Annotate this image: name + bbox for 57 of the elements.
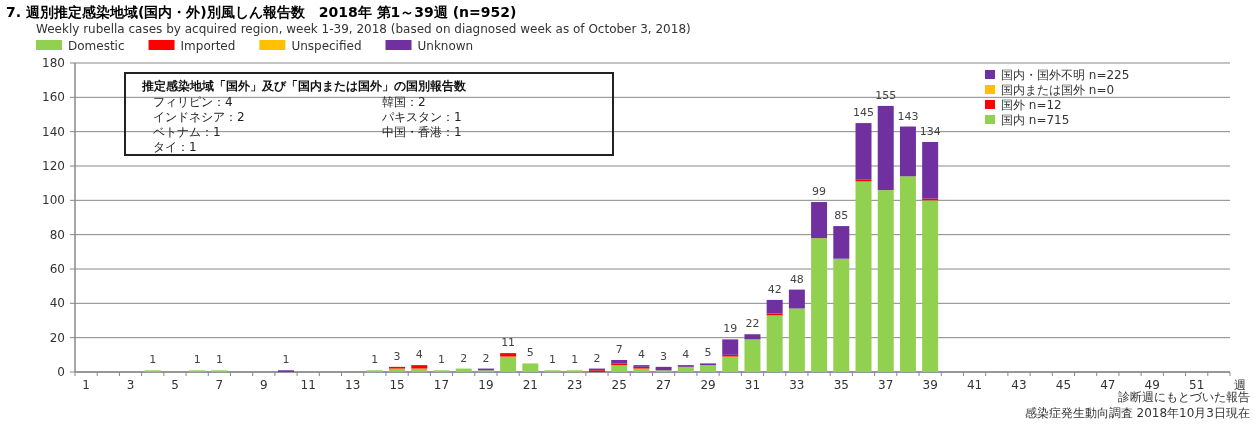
text: パキスタン：1 xyxy=(382,110,462,124)
text: 60 xyxy=(49,262,65,276)
bar xyxy=(766,299,783,314)
bar xyxy=(877,190,894,372)
text: 国内または国外 n=0 xyxy=(1001,83,1115,97)
text: 20 xyxy=(49,330,65,345)
text: 週 xyxy=(1234,378,1246,392)
text: 7. 週別推定感染地域(国内・外)別風しん報告数 2018年 第1～39週 (n=952) xyxy=(6,4,517,20)
bar xyxy=(922,141,939,199)
bar xyxy=(922,200,939,372)
text: 100 xyxy=(42,193,65,208)
bar xyxy=(855,181,872,372)
bar xyxy=(611,365,628,372)
bar xyxy=(788,308,805,372)
text: 140 xyxy=(42,124,65,139)
bar xyxy=(811,238,828,372)
bar xyxy=(744,339,761,372)
bar xyxy=(788,289,805,309)
text: 180 xyxy=(42,56,65,70)
text: ベトナム：1 xyxy=(153,125,221,139)
text: 感染症発生動向調査 2018年10月3日現在 xyxy=(1024,406,1250,420)
bar xyxy=(833,258,850,372)
text: タイ：1 xyxy=(153,140,197,154)
text: 韓国：2 xyxy=(382,95,426,109)
text: Domestic xyxy=(68,39,125,53)
text: フィリピン：4 xyxy=(153,95,233,109)
text: Imported xyxy=(180,39,236,53)
text: 診断週にもとづいた報告 xyxy=(1118,390,1250,404)
bar xyxy=(877,105,894,191)
bar xyxy=(500,356,517,372)
bar xyxy=(833,226,850,259)
bar xyxy=(766,315,783,372)
bar xyxy=(899,126,916,177)
text: 国内 n=715 xyxy=(1001,113,1070,127)
bar xyxy=(700,365,717,372)
bar xyxy=(855,123,872,180)
text: 40 xyxy=(49,296,65,311)
text: インドネシア：2 xyxy=(153,110,245,124)
bar xyxy=(744,334,761,340)
bar xyxy=(722,339,739,355)
text: 160 xyxy=(42,90,65,105)
text: 0 xyxy=(57,365,65,379)
text: 80 xyxy=(49,227,65,242)
bar xyxy=(677,366,694,372)
text: Unknown xyxy=(417,39,474,53)
text: 国内・国外不明 n=225 xyxy=(1001,68,1130,82)
bar xyxy=(899,176,916,372)
text: Weekly rubella cases by acquired region, week 1-39, 2018 (based on diagnosed week as of October 3, 2018) xyxy=(36,22,691,36)
text: 推定感染地域「国外」及び「国内または国外」の国別報告数 xyxy=(142,79,466,93)
text: 国外 n=12 xyxy=(1001,98,1062,112)
bar xyxy=(522,363,539,372)
text: Unspecified xyxy=(291,39,362,53)
text: 120 xyxy=(42,159,65,173)
bar xyxy=(500,353,517,357)
text: 中国・香港：1 xyxy=(382,125,462,139)
bar xyxy=(811,202,828,239)
bar xyxy=(722,356,739,372)
